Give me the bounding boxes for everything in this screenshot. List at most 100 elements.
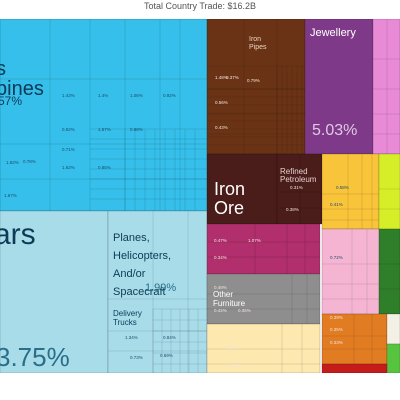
small-share-label: 0.42%	[214, 308, 227, 313]
tile-jewellery[interactable]	[304, 19, 374, 155]
small-share-label: 0.39%	[330, 315, 343, 320]
tile-lime-region-rect[interactable]	[378, 153, 400, 230]
tile-green-region[interactable]	[386, 343, 400, 373]
tile-cream-region-subdivisions	[207, 324, 320, 373]
tile-lime-region-subdivisions	[379, 188, 400, 210]
small-share-label: 1.82%	[6, 160, 19, 165]
tile-orange-region-rect[interactable]	[321, 313, 388, 365]
lightblue-fine-grid	[152, 308, 207, 373]
small-share-label: 0.36%	[238, 308, 251, 313]
tile-gas-turbines-region[interactable]	[0, 19, 208, 212]
tile-red-region-rect[interactable]	[321, 363, 388, 373]
tile-iron-pipes-region[interactable]	[206, 19, 306, 155]
tile-magenta-region-subdivisions	[207, 224, 320, 274]
small-share-label: 0.34%	[214, 255, 227, 260]
small-share-label: 1.43%	[62, 93, 75, 98]
small-share-label: 1.07%	[248, 238, 261, 243]
tile-cars[interactable]	[0, 210, 109, 373]
tile-gas-turbines-region-rect[interactable]	[0, 19, 208, 212]
tile-iron-ore-rect[interactable]	[206, 153, 278, 225]
brown-fine-grid	[207, 66, 305, 154]
tile-magenta-region[interactable]	[206, 223, 321, 275]
tile-refined-petroleum-rect[interactable]	[276, 153, 323, 225]
treemap: s bines 57% ars 3.75% Planes, Helicopters, And/…	[0, 19, 400, 373]
tile-cream-region-rect[interactable]	[206, 323, 321, 373]
tile-lightpink-region-rect[interactable]	[321, 228, 380, 315]
tile-yellow-region-subdivisions	[322, 154, 379, 229]
label-planes: Planes, Helicopters, And/or Spacecraft	[113, 232, 171, 298]
tile-white-region[interactable]	[386, 313, 400, 345]
tile-magenta-region-rect[interactable]	[206, 223, 321, 275]
tile-planes-helicopters-spacecraft-rect[interactable]	[107, 210, 208, 373]
tile-darkgreen-region-rect[interactable]	[378, 228, 400, 315]
tile-jewellery-rect[interactable]	[304, 19, 374, 155]
tile-white-region-rect[interactable]	[386, 313, 400, 345]
tile-cream-region[interactable]	[206, 323, 321, 373]
tile-pink-region-rect[interactable]	[372, 19, 400, 155]
share-cars: 3.75%	[0, 342, 70, 372]
small-share-label: 0.47%	[214, 238, 227, 243]
small-share-label: 0.96%	[226, 345, 239, 350]
small-share-label: 1.4%	[98, 93, 108, 98]
small-share-label: 0.82%	[62, 127, 75, 132]
tile-refined-petroleum-subdivisions	[277, 154, 322, 224]
label-delivery-trucks: Delivery Trucks	[113, 309, 142, 327]
small-share-label: 1.34%	[125, 335, 138, 340]
tile-refined-petroleum[interactable]	[276, 153, 323, 225]
blue-fine-grid	[90, 128, 207, 211]
small-share-label: 0.69%	[160, 353, 173, 358]
tile-lime-region[interactable]	[378, 153, 400, 230]
small-share-label: 0.78%	[23, 159, 36, 164]
label-iron-ore: Iron Ore	[214, 179, 245, 218]
tile-iron-ore[interactable]	[206, 153, 278, 225]
tile-yellow-region[interactable]	[321, 153, 380, 230]
label-jewellery: Jewellery	[310, 27, 356, 39]
small-share-label: 0.35%	[330, 327, 343, 332]
small-share-label: 1.67%	[4, 193, 17, 198]
tile-darkgreen-region-subdivisions	[379, 263, 400, 290]
tile-other-furniture-rect[interactable]	[206, 273, 321, 325]
share-gas-turbines: 57%	[0, 94, 22, 108]
share-planes: 1.99%	[145, 282, 176, 294]
small-share-label: 0.79%	[247, 78, 260, 83]
small-share-label: 0.71%	[62, 147, 75, 152]
small-share-label: 0.58%	[336, 185, 349, 190]
tile-darkgreen-region[interactable]	[378, 228, 400, 315]
small-share-label: 0.73%	[130, 355, 143, 360]
small-share-label: 0.92%	[163, 93, 176, 98]
tile-planes-helicopters-spacecraft-subdivisions	[108, 211, 207, 373]
tile-yellow-region-rect[interactable]	[321, 153, 380, 230]
small-share-label: 1.62%	[62, 165, 75, 170]
tile-pink-region[interactable]	[372, 19, 400, 155]
tile-iron-pipes-region-rect[interactable]	[206, 19, 306, 155]
small-share-label: 0.72%	[330, 255, 343, 260]
small-share-label: 1.48%	[215, 75, 228, 80]
small-share-label: 0.48%	[214, 285, 227, 290]
share-jewellery: 5.03%	[312, 122, 357, 139]
small-share-label: 0.37%	[226, 75, 239, 80]
small-share-label: 0.31%	[290, 185, 303, 190]
label-cars: ars	[0, 218, 36, 251]
tile-orange-region[interactable]	[321, 313, 388, 365]
small-share-label: 0.98%	[130, 127, 143, 132]
tile-cars-rect[interactable]	[0, 210, 109, 373]
chart-title: Total Country Trade: $16.2B	[143, 1, 257, 11]
label-gas-turbines: s bines	[0, 58, 44, 100]
tile-lightpink-region-subdivisions	[322, 229, 379, 314]
tile-red-region[interactable]	[321, 363, 388, 373]
tile-other-furniture[interactable]	[206, 273, 321, 325]
tile-gas-turbines-region-subdivisions	[0, 19, 207, 211]
small-share-label: 0.85%	[98, 165, 111, 170]
small-share-label: 1.57%	[98, 127, 111, 132]
tile-other-furniture-subdivisions	[207, 274, 320, 324]
tile-pink-region-subdivisions	[373, 19, 400, 154]
tile-iron-pipes-region-subdivisions	[207, 19, 305, 154]
label-refined-petroleum: Refined Petroleum	[280, 167, 317, 184]
tile-lightpink-region[interactable]	[321, 228, 380, 315]
tile-planes-helicopters-spacecraft[interactable]	[107, 210, 208, 373]
small-share-label: 1.06%	[130, 93, 143, 98]
tile-green-region-rect[interactable]	[386, 343, 400, 373]
small-share-label: 0.33%	[330, 340, 343, 345]
label-iron-pipes: Iron Pipes	[249, 36, 267, 51]
